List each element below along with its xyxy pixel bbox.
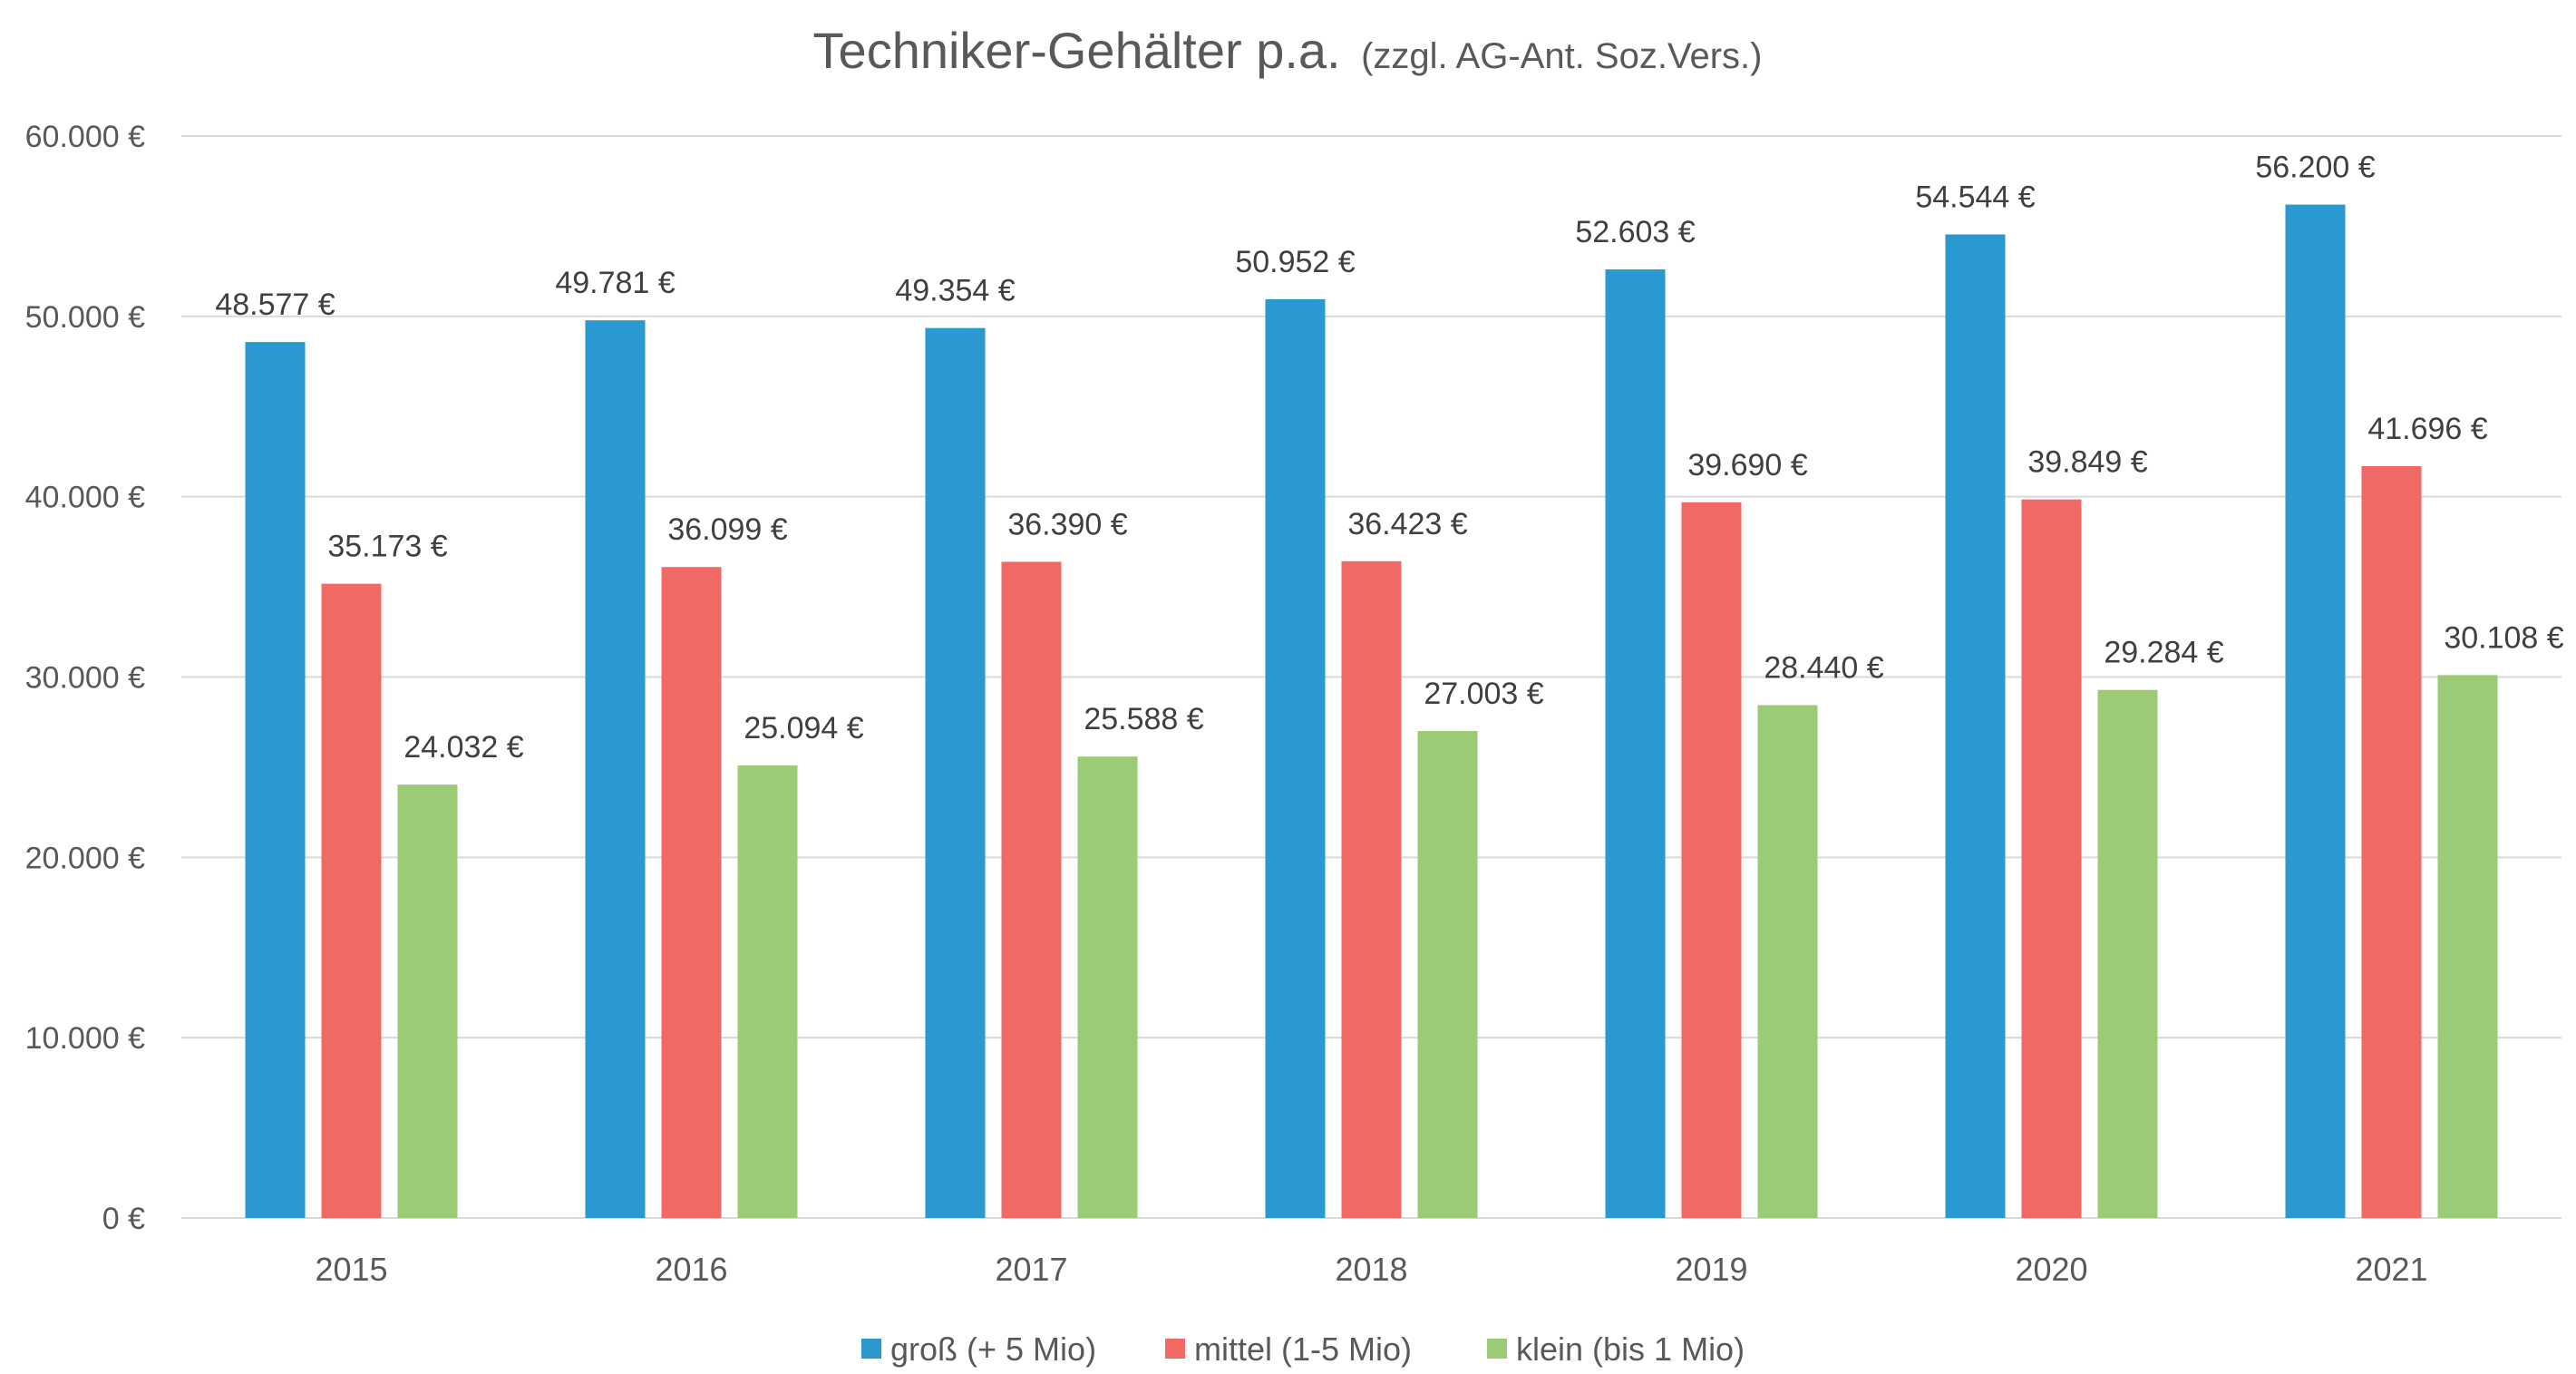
x-tick-label: 2019 bbox=[1675, 1251, 1747, 1288]
x-tick-label: 2020 bbox=[2015, 1251, 2087, 1288]
bar bbox=[661, 567, 722, 1218]
bar bbox=[1945, 234, 2006, 1219]
data-label: 27.003 € bbox=[1424, 677, 1543, 711]
data-label: 36.423 € bbox=[1347, 507, 1467, 541]
legend-entry: mittel (1-5 Mio) bbox=[1194, 1330, 1412, 1368]
data-label: 25.094 € bbox=[744, 711, 863, 745]
bar bbox=[737, 765, 798, 1218]
bar bbox=[397, 784, 458, 1218]
data-label: 39.849 € bbox=[2027, 445, 2147, 480]
x-tick-label: 2015 bbox=[315, 1251, 387, 1288]
bar bbox=[1001, 561, 1062, 1218]
data-label: 49.781 € bbox=[555, 266, 675, 300]
bar bbox=[1681, 502, 1742, 1218]
legend-swatch bbox=[1487, 1339, 1507, 1359]
data-label: 50.952 € bbox=[1235, 245, 1355, 279]
y-tick-label: 60.000 € bbox=[25, 120, 145, 154]
bar bbox=[1077, 756, 1138, 1218]
bar bbox=[925, 327, 986, 1218]
data-label: 36.099 € bbox=[667, 512, 787, 547]
data-label: 36.390 € bbox=[1007, 507, 1127, 541]
bar bbox=[2097, 689, 2158, 1218]
y-tick-label: 50.000 € bbox=[25, 300, 145, 335]
y-tick-label: 40.000 € bbox=[25, 481, 145, 515]
legend-entry: groß (+ 5 Mio) bbox=[890, 1330, 1096, 1368]
x-tick-label: 2017 bbox=[995, 1251, 1067, 1288]
data-label: 24.032 € bbox=[403, 730, 523, 765]
data-label: 54.544 € bbox=[1915, 180, 2035, 214]
bar bbox=[1265, 298, 1326, 1218]
bar bbox=[245, 342, 306, 1218]
chart-title-group: Techniker-Gehälter p.a. (zzgl. AG-Ant. S… bbox=[813, 22, 1763, 79]
data-label: 48.577 € bbox=[215, 287, 335, 322]
data-label: 41.696 € bbox=[2367, 412, 2487, 446]
x-tick-label: 2016 bbox=[655, 1251, 727, 1288]
bar bbox=[321, 583, 382, 1218]
bar bbox=[2021, 499, 2082, 1218]
data-label: 56.200 € bbox=[2255, 151, 2375, 185]
legend: groß (+ 5 Mio) mittel (1-5 Mio) klein (bis… bbox=[861, 1330, 1745, 1368]
bar bbox=[1417, 731, 1478, 1218]
bar bbox=[2285, 204, 2346, 1219]
data-label: 29.284 € bbox=[2104, 636, 2223, 670]
legend-entry: klein (bis 1 Mio) bbox=[1516, 1330, 1745, 1368]
data-label: 30.108 € bbox=[2444, 620, 2563, 655]
chart-title: Techniker-Gehälter p.a. bbox=[813, 22, 1341, 79]
bar bbox=[1757, 705, 1818, 1218]
bar bbox=[2361, 465, 2422, 1218]
x-tick-label: 2018 bbox=[1335, 1251, 1407, 1288]
legend-swatch bbox=[861, 1339, 881, 1359]
legend-swatch bbox=[1165, 1339, 1185, 1359]
y-axis-ticks: 0 € 10.000 € 20.000 € 30.000 € 40.000 € 50.00… bbox=[25, 120, 145, 1236]
y-tick-label: 30.000 € bbox=[25, 661, 145, 696]
x-tick-label: 2021 bbox=[2355, 1251, 2427, 1288]
data-label: 35.173 € bbox=[327, 530, 447, 564]
data-label: 39.690 € bbox=[1687, 448, 1807, 482]
y-tick-label: 20.000 € bbox=[25, 841, 145, 875]
bars bbox=[245, 204, 2498, 1219]
bar bbox=[1605, 269, 1666, 1218]
bar bbox=[1341, 560, 1402, 1218]
data-label: 28.440 € bbox=[1764, 651, 1883, 686]
bar bbox=[2437, 675, 2498, 1218]
bar bbox=[585, 320, 646, 1219]
y-tick-label: 0 € bbox=[102, 1202, 145, 1236]
data-label: 52.603 € bbox=[1575, 215, 1695, 249]
data-label: 49.354 € bbox=[895, 274, 1015, 308]
x-axis-ticks: 2015 2016 2017 2018 2019 2020 2021 bbox=[315, 1251, 2427, 1288]
data-label: 25.588 € bbox=[1084, 702, 1203, 736]
data-labels: 48.577 € 35.173 € 24.032 € 49.781 € 36.099 €… bbox=[215, 151, 2563, 765]
y-tick-label: 10.000 € bbox=[25, 1021, 145, 1056]
chart-subtitle: (zzgl. AG-Ant. Soz.Vers.) bbox=[1361, 36, 1762, 76]
